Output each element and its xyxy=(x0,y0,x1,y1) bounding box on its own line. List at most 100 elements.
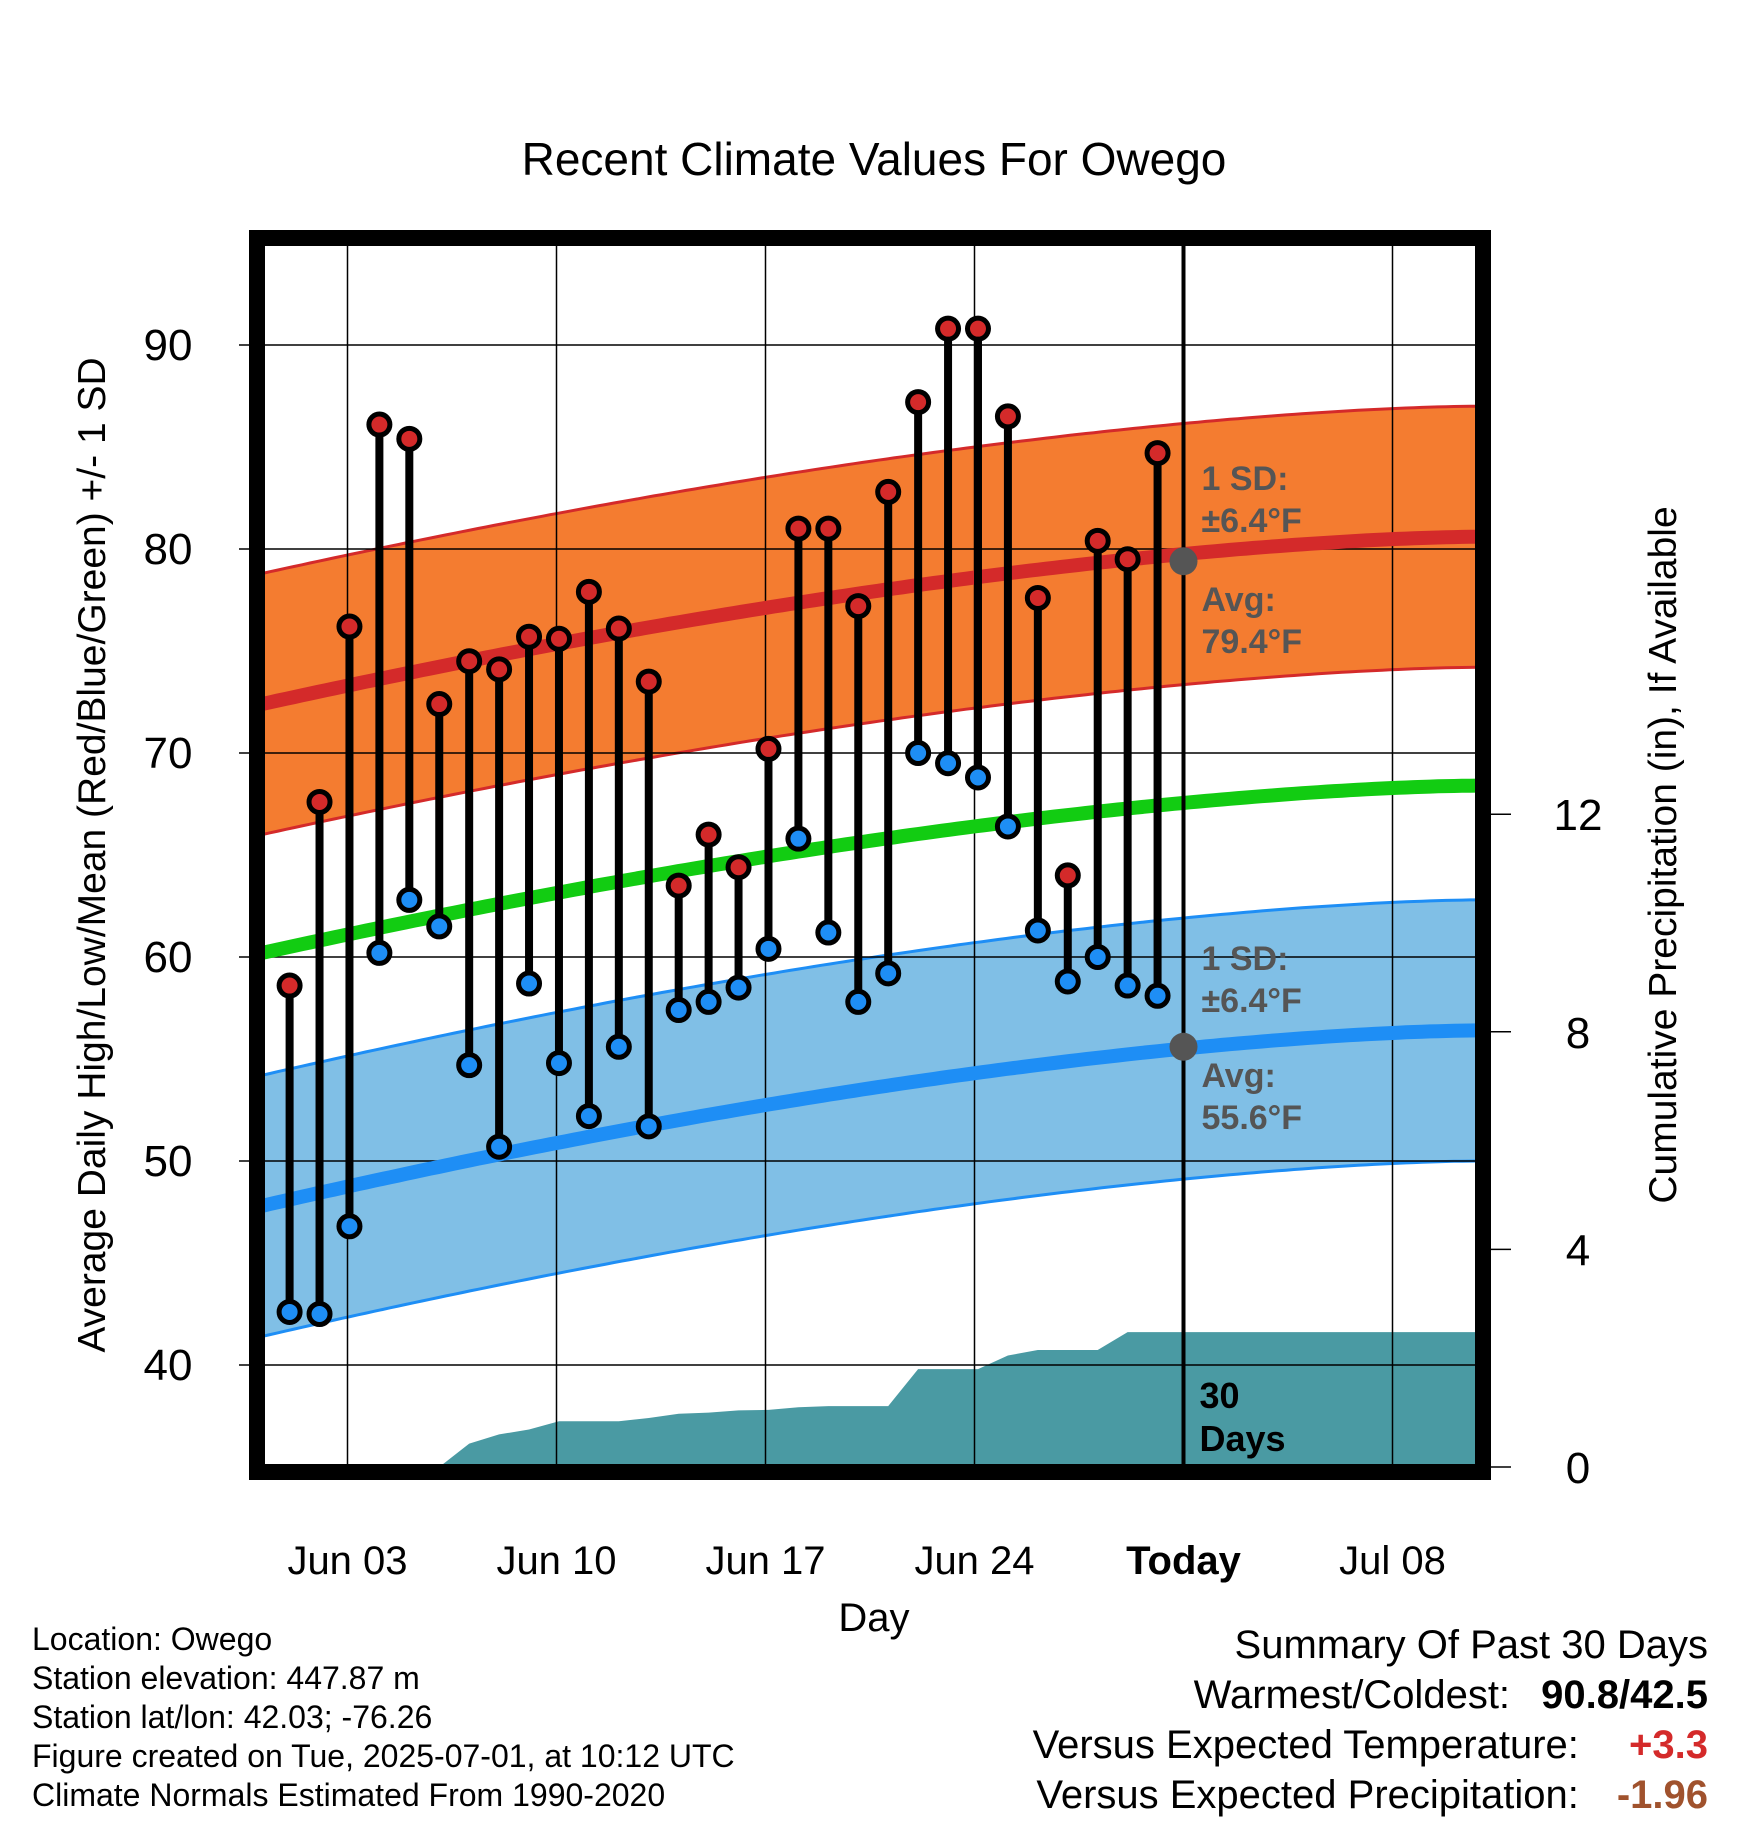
plot-frame xyxy=(249,230,1491,1480)
daily-high-point xyxy=(545,625,572,652)
daily-high-point xyxy=(456,648,483,675)
daily-high-point xyxy=(605,615,632,642)
daily-low-point xyxy=(605,1033,632,1060)
daily-high-point xyxy=(276,972,303,999)
low-sd-value: ±6.4°F xyxy=(1202,982,1302,1020)
normals-text: Climate Normals Estimated From 1990-2020 xyxy=(32,1777,666,1813)
daily-high-point xyxy=(755,735,782,762)
daily-high-point xyxy=(1054,862,1081,889)
daily-high-point xyxy=(1144,440,1171,467)
today-low-avg-marker xyxy=(1169,1032,1198,1061)
y-axis-label-left: Average Daily High/Low/Mean (Red/Blue/Gr… xyxy=(71,357,114,1352)
low-avg-value: 55.6°F xyxy=(1202,1099,1303,1137)
daily-low-point xyxy=(755,935,782,962)
warmest-label: Warmest/Coldest: xyxy=(1193,1673,1511,1717)
high-sd-label: 1 SD: xyxy=(1202,460,1289,498)
y-tick-label: 80 xyxy=(144,525,193,574)
normal-mean-line xyxy=(262,778,1478,960)
daily-low-point xyxy=(1144,982,1171,1009)
daily-high-point xyxy=(665,872,692,899)
y-tick-label: 40 xyxy=(144,1341,193,1390)
x-tick-label: Today xyxy=(1126,1539,1242,1583)
created-text: Figure created on Tue, 2025-07-01, at 10… xyxy=(32,1738,735,1774)
y-right-tick-label: 12 xyxy=(1554,791,1603,840)
daily-high-point xyxy=(815,515,842,542)
daily-low-point xyxy=(935,750,962,777)
daily-low-point xyxy=(1084,944,1111,970)
daily-low-point xyxy=(905,740,932,766)
temp-label: Versus Expected Temperature: xyxy=(1032,1723,1579,1767)
daily-high-point xyxy=(396,425,423,452)
daily-high-point xyxy=(725,854,752,881)
summary-precip-row: Versus Expected Precipitation: -1.96 xyxy=(1033,1770,1708,1820)
daily-low-point xyxy=(695,988,722,1015)
y-tick-label: 70 xyxy=(144,729,193,778)
daily-low-point xyxy=(396,886,423,913)
daily-low-point xyxy=(276,1298,303,1325)
precip-value: -1.96 xyxy=(1616,1773,1708,1817)
daily-high-point xyxy=(306,788,333,815)
daily-low-point xyxy=(1114,972,1141,999)
x-tick-label: Jun 24 xyxy=(914,1539,1034,1583)
high-sd-upper-line xyxy=(262,404,1478,575)
precip-days-label-2: Days xyxy=(1200,1418,1286,1459)
daily-high-point xyxy=(516,623,543,650)
x-tick-label: Jul 08 xyxy=(1339,1539,1446,1583)
daily-low-point xyxy=(456,1052,483,1079)
y-right-tick-label: 4 xyxy=(1566,1226,1590,1275)
plot-area xyxy=(262,243,1478,1467)
temp-value: +3.3 xyxy=(1629,1723,1708,1767)
y-tick-label: 50 xyxy=(144,1137,193,1186)
chart-title: Recent Climate Values For Owego xyxy=(522,133,1227,185)
daily-high-point xyxy=(486,656,513,683)
daily-low-point xyxy=(994,813,1021,840)
low-sd-band xyxy=(262,899,1478,1337)
today-high-avg-marker xyxy=(1169,547,1198,576)
daily-low-point xyxy=(306,1301,333,1327)
daily-low-point xyxy=(964,764,991,791)
y-right-tick-label: 8 xyxy=(1566,1009,1590,1058)
daily-low-point xyxy=(1024,917,1051,944)
y-right-tick-label: 0 xyxy=(1566,1444,1590,1493)
summary-temp-row: Versus Expected Temperature: +3.3 xyxy=(1033,1720,1708,1770)
location-text: Location: Owego xyxy=(32,1621,273,1657)
daily-low-point xyxy=(575,1103,602,1130)
x-tick-label: Jun 03 xyxy=(287,1539,407,1583)
daily-low-point xyxy=(545,1050,572,1077)
daily-high-point xyxy=(994,403,1021,430)
low-sd-label: 1 SD: xyxy=(1202,940,1289,978)
x-tick-label: Jun 17 xyxy=(705,1539,825,1583)
y-tick-label: 90 xyxy=(144,321,193,370)
summary-title: Summary Of Past 30 Days xyxy=(1234,1623,1708,1667)
daily-high-point xyxy=(426,691,453,718)
daily-high-point xyxy=(964,315,991,342)
daily-high-point xyxy=(1114,546,1141,573)
daily-low-point xyxy=(845,988,872,1015)
daily-low-point xyxy=(516,970,543,997)
daily-high-point xyxy=(635,668,662,695)
daily-low-point xyxy=(875,960,902,987)
y-tick-label: 60 xyxy=(144,933,193,982)
high-sd-value: ±6.4°F xyxy=(1202,502,1302,540)
summary-warmest-row: Warmest/Coldest: 90.8/42.5 xyxy=(1033,1670,1708,1720)
daily-low-point xyxy=(815,919,842,946)
daily-low-point xyxy=(366,939,393,966)
low-avg-label: Avg: xyxy=(1202,1057,1276,1095)
daily-high-point xyxy=(695,821,722,848)
precip-days-label: 30 xyxy=(1200,1375,1240,1416)
daily-low-point xyxy=(1054,968,1081,995)
daily-high-point xyxy=(575,578,602,605)
station-info: Location: Owego Station elevation: 447.8… xyxy=(32,1620,735,1815)
high-sd-band xyxy=(262,406,1478,835)
daily-high-point xyxy=(1024,584,1051,611)
daily-high-point xyxy=(366,411,393,438)
daily-high-point xyxy=(336,613,363,640)
low-sd-upper-line xyxy=(262,898,1478,1077)
daily-low-point xyxy=(725,974,752,1001)
warmest-value: 90.8/42.5 xyxy=(1541,1673,1708,1717)
daily-high-point xyxy=(845,593,872,620)
daily-high-point xyxy=(1084,527,1111,554)
daily-low-point xyxy=(336,1213,363,1240)
daily-low-point xyxy=(665,997,692,1024)
